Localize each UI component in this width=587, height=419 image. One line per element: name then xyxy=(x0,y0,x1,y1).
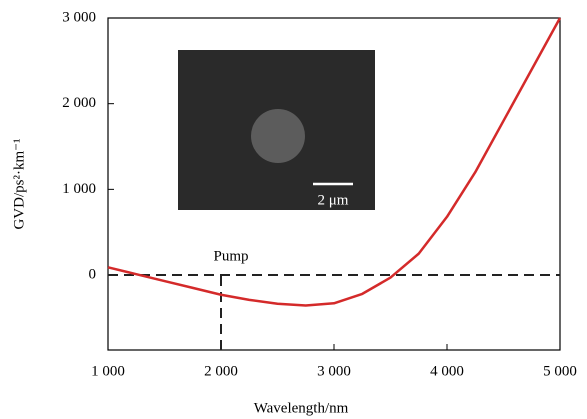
x-tick-label: 1 000 xyxy=(91,363,125,379)
x-tick-label: 2 000 xyxy=(204,363,238,379)
data-line xyxy=(107,17,562,307)
x-tick-label: 3 000 xyxy=(317,363,351,379)
fiber-core xyxy=(251,109,305,163)
inset-label: 2 μm xyxy=(318,192,349,208)
y-tick-label: 0 xyxy=(89,266,97,282)
annotation: Pump xyxy=(213,248,248,264)
x-tick-label: 4 000 xyxy=(430,363,464,379)
x-tick-label: 5 000 xyxy=(543,363,577,379)
x-axis-label: Wavelength/nm xyxy=(254,400,349,416)
y-tick-label: 3 000 xyxy=(62,9,96,25)
y-axis-label: GVD/ps²·km⁻¹ xyxy=(11,138,27,229)
y-tick-label: 2 000 xyxy=(62,95,96,111)
y-tick-label: 1 000 xyxy=(62,181,96,197)
